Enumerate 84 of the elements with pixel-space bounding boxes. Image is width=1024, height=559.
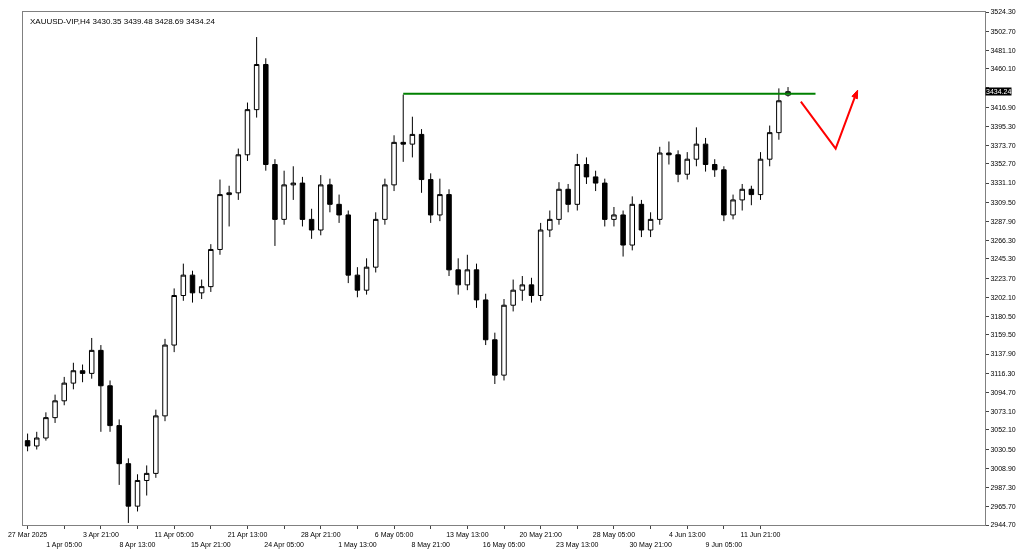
candlestick — [88, 337, 95, 380]
candlestick — [336, 194, 342, 224]
candlestick — [766, 125, 773, 167]
candlestick — [391, 134, 397, 192]
candlestick — [592, 170, 599, 192]
candlestick — [437, 178, 443, 222]
candlestick — [657, 146, 663, 226]
candlestick — [189, 270, 196, 304]
candlestick — [464, 254, 471, 291]
candlestick — [372, 211, 379, 273]
candlestick — [611, 206, 617, 227]
candlestick — [574, 153, 581, 212]
candlestick — [556, 181, 562, 226]
candlestick — [702, 137, 709, 173]
candlestick — [281, 170, 287, 226]
candlestick — [98, 344, 104, 433]
candlestick — [162, 338, 168, 422]
candlestick — [629, 195, 636, 251]
candlestick — [473, 263, 480, 309]
candlestick — [107, 379, 113, 433]
candlestick — [217, 179, 223, 256]
candlestick — [327, 178, 333, 213]
candlestick — [244, 102, 251, 162]
candlestick — [675, 149, 681, 183]
candlestick — [528, 277, 535, 304]
candlestick — [501, 298, 507, 381]
candlestick — [235, 148, 242, 201]
candlestick — [226, 185, 232, 227]
candlestick — [43, 411, 49, 442]
candlestick — [711, 158, 718, 178]
candlestick — [400, 94, 406, 163]
candlestick — [418, 128, 425, 194]
candlestick — [180, 263, 187, 302]
candlestick — [79, 364, 86, 383]
candlestick — [345, 210, 351, 284]
candlestick — [537, 222, 544, 302]
candlestick — [208, 243, 214, 293]
candlestick — [455, 257, 461, 296]
candlestick — [492, 332, 498, 385]
candlestick — [318, 174, 324, 236]
candlestick — [382, 178, 388, 226]
candlestick — [482, 293, 489, 346]
candlestick — [602, 178, 608, 227]
candlestick — [290, 165, 297, 201]
candlestick — [666, 140, 672, 165]
candlestick — [519, 275, 526, 302]
candlestick — [198, 279, 205, 300]
candlestick — [647, 211, 654, 238]
candlestick — [272, 158, 278, 247]
candlestick — [61, 376, 67, 406]
candlestick — [171, 287, 177, 353]
candlestick — [24, 433, 31, 452]
candlestick — [427, 172, 434, 224]
candlestick — [446, 188, 452, 277]
candlestick — [748, 185, 755, 206]
candlestick — [684, 151, 690, 181]
candlestick — [693, 126, 700, 167]
candlestick — [721, 165, 727, 222]
candlestick — [730, 194, 736, 220]
candlestick — [143, 464, 150, 497]
candlestick — [134, 473, 141, 512]
candlestick — [409, 116, 416, 158]
candlestick — [547, 210, 553, 238]
candlestick — [125, 457, 132, 524]
candlestick — [354, 266, 361, 298]
candlestick — [739, 183, 745, 212]
candlestick — [776, 87, 782, 141]
candlestick — [510, 279, 516, 312]
candlestick — [153, 409, 159, 479]
candlestick — [620, 210, 626, 258]
candlestick — [565, 183, 571, 213]
candlestick — [299, 176, 306, 227]
candlestick — [308, 208, 315, 240]
candlestick — [757, 151, 764, 201]
candlestick — [263, 57, 269, 172]
candlestick — [70, 362, 77, 390]
candlestick — [363, 257, 370, 296]
candlestick — [34, 431, 40, 450]
candlestick — [116, 418, 122, 486]
candlestick — [253, 36, 260, 119]
candlestick — [583, 156, 590, 185]
candlestick — [52, 394, 58, 424]
candlestick — [638, 199, 645, 238]
text: XAUUSD-VIP,H4 3430.35 3439.48 3428.69 3434.24 — [30, 17, 216, 26]
